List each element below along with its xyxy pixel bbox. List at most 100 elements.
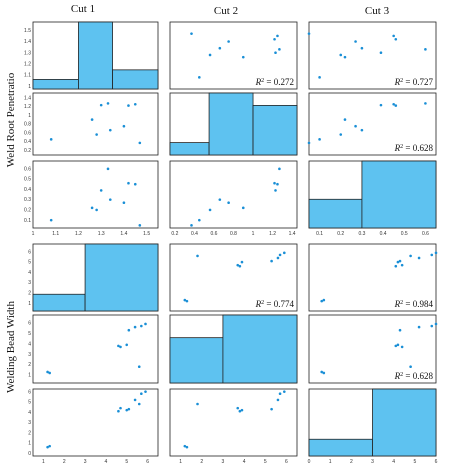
- panel-m2-r2-c1: 1 2 3 4 5 6: [28, 314, 159, 384]
- scatter-point: [138, 141, 142, 145]
- scatter-point: [125, 343, 129, 347]
- scatter-point: [320, 299, 324, 303]
- panel-frame: [169, 160, 298, 229]
- scatter-point: [198, 218, 201, 222]
- scatter-point: [236, 406, 240, 410]
- scatter-point: [46, 445, 49, 449]
- x-tick-label: 0.5: [401, 231, 408, 237]
- histogram-bar: [308, 198, 363, 229]
- scatter-point: [424, 48, 427, 51]
- y-tick-label: 1.3: [24, 50, 31, 56]
- scatter-point: [117, 409, 120, 413]
- histogram-bar: [208, 92, 254, 156]
- x-tick-label: 1.4: [120, 231, 127, 237]
- x-tick-label: 0.6: [210, 231, 217, 237]
- scatter-point: [117, 344, 120, 348]
- histogram-bar: [308, 438, 373, 457]
- y-tick-label: 6: [28, 249, 31, 255]
- scatter-point: [190, 32, 193, 35]
- scatter-point: [409, 254, 412, 258]
- scatter-point: [394, 37, 398, 41]
- histogram-bar: [84, 243, 159, 312]
- scatter-point: [274, 189, 277, 192]
- scatter-point: [122, 124, 126, 128]
- y-tick-label: 1: [28, 373, 31, 379]
- r-squared-annotation: R2 = 0.272: [255, 77, 294, 87]
- scatter-point: [99, 189, 103, 192]
- scatter-point: [127, 328, 131, 332]
- r-squared-annotation: R2 = 0.774: [255, 299, 295, 309]
- y-tick-label: 3: [28, 352, 31, 358]
- matrix-1: 11.11.21.31.41.50.20.40.60.811.21.40.10.…: [24, 21, 437, 237]
- panel-m1-r1-c1: 1 1.1 1.2 1.3 1.4 1.5: [24, 21, 159, 90]
- scatter-point: [318, 138, 321, 141]
- y-tick-label: 1: [28, 441, 31, 447]
- scatter-point: [144, 322, 147, 326]
- r-symbol: R: [255, 77, 262, 87]
- y-tick-label: 0.1: [24, 218, 31, 224]
- scatter-point: [392, 102, 395, 106]
- panel-m1-r3-c3: 0.1 0.2 0.3 0.4 0.5 0.6: [308, 160, 437, 237]
- scatter-point: [417, 256, 421, 260]
- column-title-cut-2: Cut 2: [214, 5, 238, 17]
- panel-m1-r1-c3: [307, 21, 437, 90]
- panel-frame: [32, 92, 159, 156]
- y-tick-label: 3: [28, 280, 31, 286]
- x-tick-label: 0.4: [380, 231, 387, 237]
- scatter-point: [241, 206, 245, 210]
- scatter-point: [273, 37, 276, 41]
- r-squared-annotation: R2 = 0.727: [394, 77, 434, 87]
- panel-m1-r2-c2: [169, 92, 298, 156]
- panel-frame: [169, 388, 298, 457]
- r-exponent: 2: [400, 78, 403, 84]
- panel-frame: [308, 92, 437, 156]
- x-tick-label: 1.3: [98, 231, 105, 237]
- panel-m2-r3-c2: 1 2 3 4 5 6: [169, 388, 298, 465]
- scatter-point: [196, 402, 199, 406]
- scatter-point: [208, 208, 212, 212]
- scatter-point: [106, 167, 110, 171]
- scatter-point: [307, 141, 311, 145]
- scatter-point: [276, 256, 280, 260]
- r-value: = 0.727: [403, 77, 433, 87]
- y-tick-label: 0.3: [24, 197, 31, 203]
- scatter-point: [400, 263, 404, 267]
- scatter-point: [238, 264, 242, 268]
- panel-frame: [308, 314, 437, 384]
- histogram-bar: [252, 105, 298, 156]
- x-tick-label: 0.1: [316, 231, 323, 237]
- r-symbol: R: [255, 299, 262, 309]
- x-tick-label: 0.3: [358, 231, 365, 237]
- scatter-point: [424, 102, 427, 105]
- scatter-point: [183, 298, 187, 302]
- x-tick-label: 1.5: [143, 231, 150, 237]
- scatter-point: [138, 224, 142, 227]
- y-tick-label: 1.2: [24, 104, 31, 110]
- x-tick-label: 1.2: [269, 231, 276, 237]
- x-tick-label: 6: [285, 459, 288, 465]
- r-symbol: R: [394, 299, 401, 309]
- histogram-bar: [372, 388, 437, 457]
- scatter-point: [137, 402, 141, 406]
- y-tick-label: 4: [28, 270, 31, 276]
- x-tick-label: 1: [252, 231, 255, 237]
- r-value: = 0.628: [403, 143, 433, 153]
- scatter-point: [396, 260, 400, 264]
- scatter-point: [283, 251, 286, 255]
- scatter-point: [185, 299, 189, 303]
- scatter-point: [283, 390, 286, 393]
- y-tick-label: 6: [28, 389, 31, 395]
- scatter-point: [227, 40, 230, 43]
- y-tick-label: 2: [28, 430, 31, 436]
- x-tick-label: 2: [63, 459, 66, 465]
- scatter-point: [278, 392, 282, 396]
- scatter-point: [140, 392, 143, 396]
- x-tick-label: 1.2: [75, 231, 82, 237]
- scatter-point: [183, 444, 187, 448]
- scatter-point: [48, 371, 51, 375]
- panel-m1-r2-c3: [307, 92, 437, 156]
- y-tick-label: 0.2: [24, 148, 31, 154]
- y-tick-label: 0.2: [24, 208, 31, 214]
- scatter-point: [276, 398, 280, 402]
